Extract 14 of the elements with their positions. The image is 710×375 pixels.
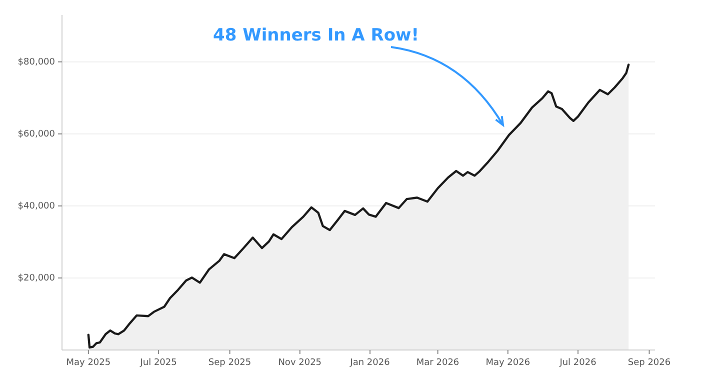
x-tick-label: May 2026 [486, 358, 530, 368]
x-tick-label: Jul 2025 [139, 358, 177, 368]
x-tick-label: Jan 2026 [349, 358, 390, 368]
x-tick-label: Mar 2026 [416, 358, 460, 368]
annotation: 48 Winners In A Row! [213, 26, 419, 46]
x-tick-label: Jul 2026 [558, 358, 597, 368]
y-tick-label: $40,000 [18, 201, 56, 212]
y-tick-label: $20,000 [18, 273, 56, 284]
x-tick-label: May 2025 [66, 358, 111, 368]
x-tick-label: Nov 2025 [278, 358, 322, 368]
y-tick-label: $60,000 [18, 129, 56, 140]
x-tick-label: Sep 2025 [208, 358, 252, 368]
x-tick-label: Sep 2026 [628, 358, 671, 368]
y-tick-label: $80,000 [18, 57, 56, 68]
